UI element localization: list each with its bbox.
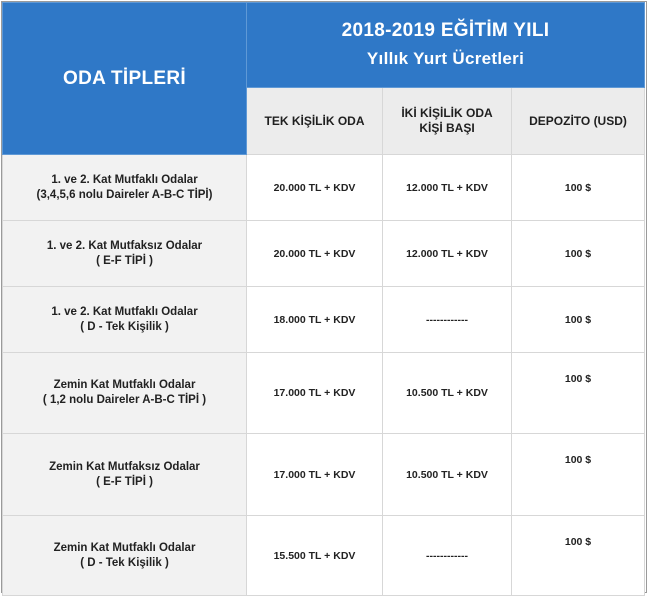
room-type-label: Zemin Kat Mutfaklı Odalar( D - Tek Kişil… (2, 515, 247, 596)
room-types-header: ODA TİPLERİ (2, 2, 247, 155)
single-room-price: 15.500 TL + KDV (246, 515, 383, 596)
table-row: Zemin Kat Mutfaklı Odalar( 1,2 nolu Dair… (2, 352, 646, 434)
room-types-header-text: ODA TİPLERİ (63, 67, 186, 89)
table-row: 1. ve 2. Kat Mutfaksız Odalar( E-F TİPİ … (2, 220, 646, 287)
single-room-price: 18.000 TL + KDV (246, 286, 383, 353)
double-room-price: 10.500 TL + KDV (382, 352, 512, 434)
title-line-2: Yıllık Yurt Ücretleri (366, 49, 525, 68)
table-row: 1. ve 2. Kat Mutfaklı Odalar( D - Tek Ki… (2, 286, 646, 353)
deposit-value: 100 $ (510, 352, 646, 434)
table-title: 2018-2019 EĞİTİM YILI Yıllık Yurt Ücretl… (245, 2, 646, 88)
title-line-1: 2018-2019 EĞİTİM YILI (341, 20, 550, 41)
single-room-price: 20.000 TL + KDV (246, 154, 383, 221)
col-header-deposit: DEPOZİTO (USD) (510, 87, 646, 155)
col-header-double-room: İKİ KİŞİLİK ODA KİŞİ BAŞI (382, 87, 512, 155)
deposit-value: 100 $ (510, 515, 646, 596)
room-type-label: 1. ve 2. Kat Mutfaklı Odalar( D - Tek Ki… (2, 286, 247, 353)
room-type-label: Zemin Kat Mutfaksız Odalar( E-F TİPİ ) (2, 433, 247, 516)
double-room-price: 10.500 TL + KDV (382, 433, 512, 516)
single-room-price: 20.000 TL + KDV (246, 220, 383, 287)
double-room-price: 12.000 TL + KDV (382, 154, 512, 221)
deposit-value: 100 $ (510, 286, 646, 353)
double-room-price: ------------ (382, 286, 512, 353)
room-type-label: 1. ve 2. Kat Mutfaksız Odalar( E-F TİPİ … (2, 220, 247, 287)
table-row: Zemin Kat Mutfaksız Odalar( E-F TİPİ ) 1… (2, 433, 646, 516)
double-room-price: 12.000 TL + KDV (382, 220, 512, 287)
room-type-label: 1. ve 2. Kat Mutfaklı Odalar (3,4,5,6 nol… (2, 154, 247, 221)
double-room-price: ------------ (382, 515, 512, 596)
table-row: Zemin Kat Mutfaklı Odalar( D - Tek Kişil… (2, 515, 646, 596)
room-type-label: Zemin Kat Mutfaklı Odalar( 1,2 nolu Dair… (2, 352, 247, 434)
col-header-single-room: TEK KİŞİLİK ODA (246, 87, 383, 155)
deposit-value: 100 $ (510, 154, 646, 221)
table-row: 1. ve 2. Kat Mutfaklı Odalar (3,4,5,6 nol… (2, 154, 646, 221)
single-room-price: 17.000 TL + KDV (246, 433, 383, 516)
single-room-price: 17.000 TL + KDV (246, 352, 383, 434)
deposit-value: 100 $ (510, 433, 646, 516)
deposit-value: 100 $ (510, 220, 646, 287)
